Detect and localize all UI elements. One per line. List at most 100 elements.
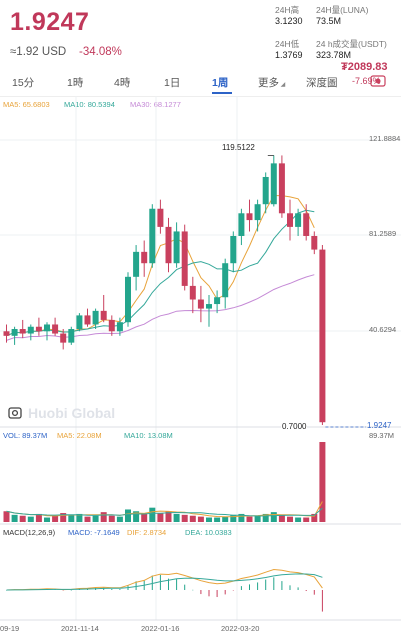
macd-bar	[257, 582, 259, 590]
volume-bar	[319, 442, 326, 522]
camera-icon[interactable]	[8, 406, 22, 420]
candle-body	[92, 310, 99, 325]
candle-body	[27, 326, 34, 334]
volume-bar	[133, 511, 140, 522]
turnover-24h-label: 24 h成交量(USDT)	[316, 39, 387, 49]
tab-1w[interactable]: 1周	[212, 77, 229, 89]
volume-bar	[181, 514, 188, 522]
macd-bar	[62, 590, 64, 591]
volume-bar	[206, 517, 212, 522]
tab-4h[interactable]: 4時	[114, 77, 131, 89]
tab-more[interactable]: 更多 ◢	[258, 75, 285, 90]
candle-body	[238, 213, 245, 236]
macd-bar	[240, 586, 242, 590]
macd-bar	[208, 590, 210, 597]
vol-24h-label: 24H量(LUNA)	[316, 5, 369, 15]
volume-bar	[173, 513, 180, 522]
macd-bar	[273, 577, 275, 590]
tab-depth[interactable]: 深度圖	[306, 77, 338, 89]
candle-body	[311, 235, 318, 250]
ma5-legend: MA5: 65.6803	[3, 100, 50, 109]
macd-bar	[289, 585, 291, 590]
dea-line	[6, 573, 323, 591]
macd-bar	[6, 590, 7, 591]
macd-bar	[232, 590, 234, 591]
overlay-percent: -7.69%	[352, 76, 381, 86]
volume-bar	[76, 513, 83, 522]
volume-bar	[262, 513, 269, 522]
volume-bar	[197, 516, 204, 522]
volume-bar	[27, 516, 34, 522]
candle-body	[197, 299, 204, 309]
macd-panel	[6, 568, 323, 612]
tabs-divider	[0, 96, 401, 97]
macd-bar	[305, 590, 307, 592]
macd-bar	[216, 590, 218, 598]
candle-body	[270, 163, 277, 205]
volume-bar	[189, 515, 196, 522]
date-label-3: 2022-01-16	[141, 624, 180, 633]
volume-bar	[254, 515, 261, 522]
macd-bar	[159, 574, 161, 590]
macd-bar	[224, 590, 226, 595]
vol-ma5-legend: MA5: 22.08M	[57, 431, 102, 440]
candle-body	[11, 329, 18, 336]
turnover-24h-value: 323.78M	[316, 50, 352, 60]
candle-body	[44, 324, 50, 332]
macd-bar	[176, 579, 178, 590]
volume-bar	[100, 512, 107, 522]
ma10-legend: MA10: 80.5394	[64, 100, 115, 109]
tab-1h[interactable]: 1時	[67, 77, 84, 89]
change-percent: -34.08%	[79, 46, 122, 58]
candle-body	[125, 276, 131, 323]
candles	[3, 155, 326, 425]
candle-body	[319, 249, 326, 423]
volume-bar	[157, 513, 164, 522]
candle-body	[19, 329, 26, 334]
price-markers	[267, 155, 366, 428]
settings-icon[interactable]	[369, 73, 387, 89]
candle-body	[157, 208, 164, 227]
candle-body	[230, 235, 237, 264]
volume-bar	[238, 513, 245, 522]
last-price: 1.9247	[10, 8, 90, 36]
candle-body	[303, 213, 310, 236]
candle-body	[173, 231, 180, 264]
candle-body	[246, 213, 253, 221]
peak-price-label: 119.5122	[222, 143, 255, 152]
active-tab-indicator	[212, 92, 232, 94]
dif-legend: DIF: 2.8734	[127, 528, 167, 537]
volume-bar	[92, 515, 99, 522]
date-label-2: 2021-11-14	[61, 624, 99, 633]
corner-triangle-icon: ◢	[279, 82, 286, 88]
volume-bar	[108, 515, 115, 522]
volume-bar	[165, 511, 172, 522]
macd-bar	[281, 581, 283, 590]
overlay-price: ₮2089.83	[341, 61, 388, 73]
volume-bar	[116, 516, 123, 522]
macd-bar	[135, 581, 137, 590]
candle-body	[189, 285, 196, 300]
tab-1d[interactable]: 1日	[164, 77, 181, 89]
vol-24h-value: 73.5M	[316, 16, 342, 26]
candle-body	[206, 304, 212, 309]
y-axis-low-label: 40.6294	[369, 325, 397, 334]
candle-body	[68, 329, 75, 343]
high-24h-label: 24H高	[275, 5, 300, 15]
volume-bar	[35, 513, 42, 522]
volume-bar	[230, 514, 237, 522]
candle-body	[262, 176, 269, 205]
candle-body	[222, 263, 229, 298]
candle-body	[181, 231, 188, 286]
candle-body	[52, 324, 59, 334]
candle-body	[84, 315, 91, 325]
macd-bar	[249, 584, 250, 590]
tab-15m[interactable]: 15分	[12, 77, 35, 89]
candle-body	[100, 310, 107, 320]
tab-more-label: 更多	[258, 77, 279, 89]
candle-body	[254, 204, 261, 221]
volume-bar	[246, 516, 253, 522]
ma30-line	[6, 274, 315, 341]
volume-bar	[52, 515, 59, 522]
